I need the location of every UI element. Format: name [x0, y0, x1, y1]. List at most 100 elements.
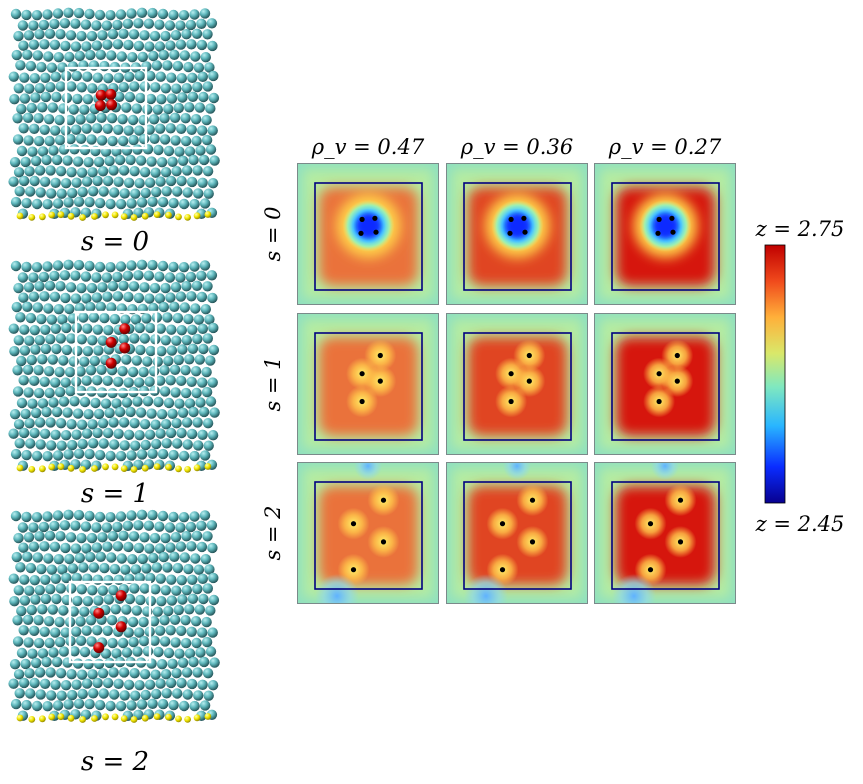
atom: [79, 104, 90, 115]
atom: [188, 154, 199, 166]
atom: [25, 688, 36, 699]
atom: [87, 669, 98, 680]
atom: [159, 636, 171, 647]
atom: [194, 354, 205, 365]
substrate-atom: [102, 713, 109, 721]
atom: [181, 531, 192, 542]
atom: [46, 314, 58, 325]
atom: [36, 61, 47, 73]
atom: [79, 396, 91, 408]
atom: [120, 314, 131, 325]
atom: [175, 291, 187, 302]
atom: [147, 7, 158, 19]
vacancy-dot: [670, 229, 676, 235]
atom: [134, 322, 145, 334]
atom: [17, 272, 29, 283]
atom: [58, 355, 69, 366]
atom: [9, 157, 21, 168]
atom: [207, 125, 218, 136]
vacancy-dot: [655, 230, 661, 236]
atom: [84, 698, 95, 710]
atom: [93, 595, 104, 606]
atom: [38, 19, 50, 31]
atom: [207, 377, 218, 388]
atom: [113, 574, 125, 585]
atom: [165, 677, 177, 689]
substrate-atom: [16, 212, 24, 220]
atom: [49, 270, 60, 282]
atom: [30, 344, 41, 355]
atom: [135, 594, 146, 606]
atom: [206, 18, 218, 29]
atom: [170, 637, 181, 648]
substrate-atom: [153, 211, 161, 219]
height-map-panel-r0-c2: [594, 163, 736, 305]
atom: [65, 532, 77, 543]
atom: [178, 450, 190, 462]
atom: [102, 175, 114, 187]
substrate-atom: [184, 466, 192, 473]
atom: [32, 302, 43, 313]
atom: [52, 8, 64, 19]
atom: [29, 123, 40, 134]
atom: [70, 18, 81, 29]
atom: [131, 103, 142, 114]
panel-frame: [446, 163, 588, 305]
atom: [200, 554, 211, 565]
atom: [64, 366, 76, 378]
atom: [192, 333, 203, 345]
atom: [96, 135, 108, 146]
height-map-panel-r2-c1: [446, 462, 588, 604]
atom: [140, 439, 151, 451]
atom: [153, 144, 164, 156]
atom: [73, 259, 85, 271]
atom: [43, 616, 55, 627]
atom: [16, 647, 28, 659]
atom: [113, 678, 124, 689]
atom: [82, 346, 94, 357]
atom: [123, 679, 135, 690]
atom: [34, 667, 46, 678]
atom: [169, 49, 180, 60]
atom: [16, 397, 28, 409]
atom: [82, 94, 94, 105]
atom: [80, 19, 92, 30]
atom: [112, 541, 124, 552]
atom: [81, 678, 93, 689]
atom: [113, 376, 124, 387]
atom: [84, 510, 95, 522]
atom: [55, 166, 67, 177]
atom: [130, 188, 141, 199]
atom: [14, 688, 25, 699]
atom: [124, 91, 136, 103]
atom: [10, 510, 22, 522]
atom: [22, 112, 34, 124]
atom: [55, 418, 67, 429]
atom: [145, 572, 156, 584]
atom: [151, 186, 162, 198]
atom: [107, 135, 118, 147]
atom: [41, 154, 52, 166]
atom: [136, 509, 148, 520]
substrate-atom: [165, 211, 172, 219]
vacancy-dot: [674, 352, 680, 359]
atom: [81, 625, 92, 636]
atom: [204, 314, 215, 325]
atom: [166, 324, 177, 335]
atom: [177, 594, 188, 605]
atom: [165, 375, 176, 386]
atom: [172, 186, 183, 197]
atom: [191, 28, 203, 39]
atom: [120, 564, 131, 575]
atom: [27, 398, 38, 409]
atom: [20, 408, 31, 420]
atom: [202, 668, 214, 679]
atom: [24, 668, 35, 679]
atom: [81, 543, 92, 554]
atom: [157, 8, 169, 20]
atom: [24, 585, 35, 596]
atom: [76, 282, 87, 294]
substrate-atom: [165, 713, 172, 721]
atom: [66, 419, 77, 430]
atom: [165, 40, 176, 51]
